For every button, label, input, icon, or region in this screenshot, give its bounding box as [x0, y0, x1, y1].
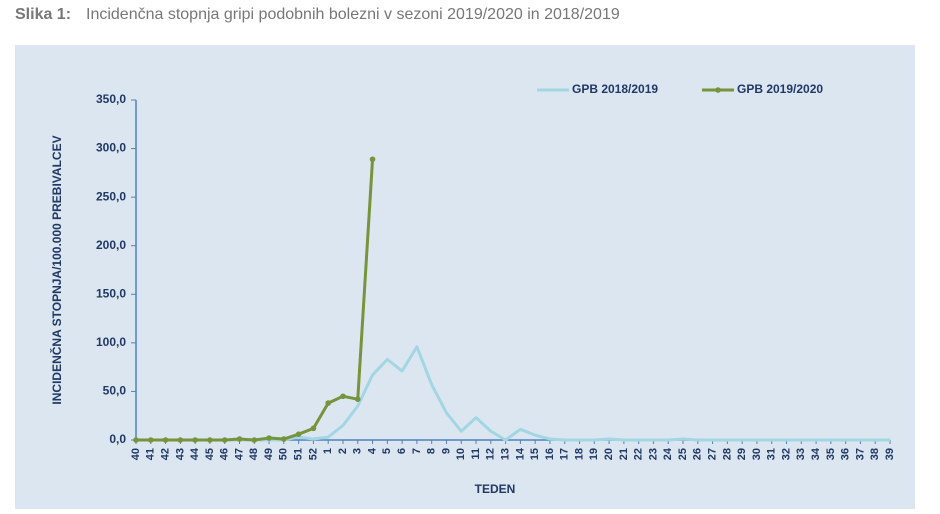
y-tick-label: 350,0	[96, 92, 126, 106]
data-point	[354, 396, 361, 403]
data-point	[192, 437, 198, 443]
x-tick-label: 48	[248, 448, 260, 460]
data-point	[266, 435, 272, 441]
data-point	[221, 437, 228, 443]
data-point	[207, 437, 213, 443]
x-tick-label: 4	[366, 447, 378, 454]
x-tick-label: 33	[795, 448, 807, 460]
x-tick-label: 41	[145, 448, 157, 460]
x-tick-label: 45	[204, 448, 216, 460]
x-tick-label: 31	[766, 448, 778, 460]
data-point	[310, 425, 317, 432]
x-tick-label: 36	[840, 448, 852, 460]
x-tick-label: 50	[278, 448, 290, 460]
data-point	[251, 437, 258, 443]
x-tick-label: 2	[337, 448, 349, 454]
data-point	[340, 393, 346, 400]
y-tick-label: 250,0	[96, 189, 126, 203]
x-tick-label: 29	[736, 448, 748, 460]
x-tick-label: 17	[559, 448, 571, 460]
x-tick-label: 40	[130, 448, 142, 460]
x-tick-label: 46	[219, 448, 231, 460]
x-tick-label: 14	[514, 447, 526, 460]
data-point	[295, 431, 302, 437]
x-tick-label: 10	[455, 448, 467, 460]
x-tick-label: 49	[263, 448, 275, 460]
y-axis-label: INCIDENČNA STOPNJA/100.000 PREBIVALCEV	[49, 135, 64, 404]
x-tick-label: 20	[603, 448, 615, 460]
y-tick-label: 200,0	[96, 238, 126, 252]
x-tick-label: 12	[485, 448, 497, 460]
x-axis-label: TEDEN	[475, 482, 516, 496]
data-point	[147, 437, 154, 443]
x-tick-label: 16	[544, 448, 556, 460]
x-tick-label: 32	[780, 448, 792, 460]
x-tick-label: 18	[573, 448, 585, 460]
x-tick-label: 8	[426, 448, 438, 454]
data-point	[281, 436, 287, 442]
title-label: Slika 1:	[15, 6, 71, 23]
legend-label: GPB 2019/2020	[737, 82, 823, 96]
x-tick-label: 15	[529, 448, 541, 460]
x-tick-label: 11	[470, 448, 482, 460]
x-tick-label: 30	[751, 448, 763, 460]
x-tick-label: 26	[692, 448, 704, 460]
x-tick-label: 38	[869, 448, 881, 460]
data-point	[133, 437, 139, 443]
y-tick-label: 0,0	[109, 432, 126, 446]
x-tick-label: 22	[633, 448, 645, 460]
x-tick-label: 3	[352, 448, 364, 454]
data-point	[162, 437, 169, 443]
legend-marker	[715, 87, 721, 93]
x-tick-label: 35	[825, 448, 837, 460]
x-tick-label: 5	[381, 448, 393, 454]
y-tick-label: 300,0	[96, 141, 126, 155]
legend-label: GPB 2018/2019	[572, 82, 658, 96]
x-tick-label: 21	[618, 448, 630, 460]
x-tick-label: 6	[396, 448, 408, 454]
x-tick-label: 44	[189, 447, 201, 460]
x-tick-label: 1	[322, 448, 334, 454]
x-tick-label: 37	[854, 448, 866, 460]
x-tick-label: 24	[662, 447, 674, 460]
x-tick-label: 42	[159, 448, 171, 460]
y-tick-label: 150,0	[96, 286, 126, 300]
x-tick-label: 7	[411, 448, 423, 454]
x-tick-label: 13	[500, 448, 512, 460]
y-tick-label: 50,0	[103, 384, 127, 398]
x-tick-label: 19	[588, 448, 600, 460]
data-point	[369, 156, 376, 163]
x-tick-label: 43	[174, 448, 186, 460]
x-tick-label: 51	[293, 448, 305, 460]
data-point	[325, 400, 331, 406]
x-tick-label: 39	[884, 448, 896, 460]
y-tick-label: 100,0	[96, 335, 126, 349]
x-tick-label: 27	[706, 448, 718, 460]
x-tick-label: 52	[307, 448, 319, 460]
x-tick-label: 34	[810, 447, 822, 460]
x-tick-label: 25	[677, 448, 689, 460]
x-tick-label: 28	[721, 448, 733, 460]
x-tick-label: 47	[233, 448, 245, 460]
x-tick-label: 9	[440, 448, 452, 454]
plot-background	[15, 45, 915, 509]
x-tick-label: 23	[647, 448, 659, 460]
data-point	[236, 436, 243, 442]
chart-title: Incidenčna stopnja gripi podobnih bolezn…	[86, 6, 620, 23]
data-point	[177, 437, 184, 443]
